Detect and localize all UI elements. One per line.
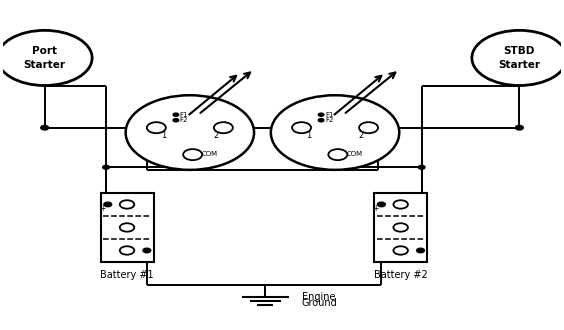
Circle shape [173, 113, 179, 116]
Circle shape [104, 202, 112, 207]
Text: F1: F1 [180, 112, 188, 118]
Text: 1: 1 [306, 131, 311, 140]
Text: F1: F1 [325, 112, 333, 118]
Text: COM: COM [201, 150, 218, 157]
Text: COM: COM [346, 150, 363, 157]
Circle shape [292, 122, 311, 133]
Text: Engine: Engine [302, 292, 335, 302]
Text: 1: 1 [161, 131, 166, 140]
Circle shape [214, 122, 233, 133]
Circle shape [41, 125, 49, 130]
Circle shape [359, 122, 378, 133]
Bar [374, 193, 427, 262]
Circle shape [183, 149, 202, 160]
Text: Port: Port [32, 47, 57, 56]
Text: STBD: STBD [504, 47, 535, 56]
Circle shape [0, 30, 92, 85]
Circle shape [328, 149, 347, 160]
Circle shape [418, 165, 425, 169]
Circle shape [515, 125, 523, 130]
Circle shape [472, 30, 564, 85]
Circle shape [120, 246, 134, 255]
Text: 2: 2 [214, 131, 219, 140]
Circle shape [318, 118, 324, 122]
Text: Battery #2: Battery #2 [374, 270, 428, 280]
Circle shape [377, 202, 385, 207]
Bar [100, 193, 153, 262]
Circle shape [394, 200, 408, 209]
Circle shape [394, 223, 408, 232]
Circle shape [126, 95, 254, 170]
Circle shape [271, 95, 399, 170]
Text: +: + [99, 204, 105, 213]
Text: +: + [373, 204, 379, 213]
Circle shape [103, 165, 109, 169]
Circle shape [173, 118, 179, 122]
Circle shape [394, 246, 408, 255]
Circle shape [417, 248, 424, 253]
Text: F2: F2 [180, 117, 188, 123]
Text: 2: 2 [359, 131, 364, 140]
Text: Starter: Starter [24, 60, 65, 70]
Circle shape [318, 113, 324, 116]
Circle shape [143, 248, 151, 253]
Text: Battery #1: Battery #1 [100, 270, 154, 280]
Circle shape [120, 223, 134, 232]
Text: F2: F2 [325, 117, 333, 123]
Text: Starter: Starter [499, 60, 540, 70]
Circle shape [147, 122, 166, 133]
Text: Ground: Ground [302, 298, 337, 308]
Circle shape [120, 200, 134, 209]
